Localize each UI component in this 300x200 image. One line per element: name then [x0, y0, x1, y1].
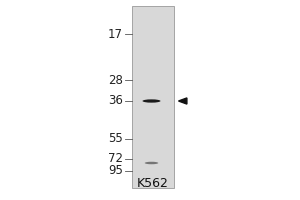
Polygon shape [178, 98, 187, 104]
Ellipse shape [145, 162, 158, 164]
Text: 36: 36 [108, 95, 123, 108]
Text: K562: K562 [137, 177, 169, 190]
Text: 72: 72 [108, 152, 123, 166]
Text: 95: 95 [108, 164, 123, 178]
Ellipse shape [142, 99, 160, 103]
Text: 17: 17 [108, 27, 123, 40]
Bar [132, 6, 174, 188]
Text: 55: 55 [108, 132, 123, 146]
Text: 28: 28 [108, 73, 123, 86]
